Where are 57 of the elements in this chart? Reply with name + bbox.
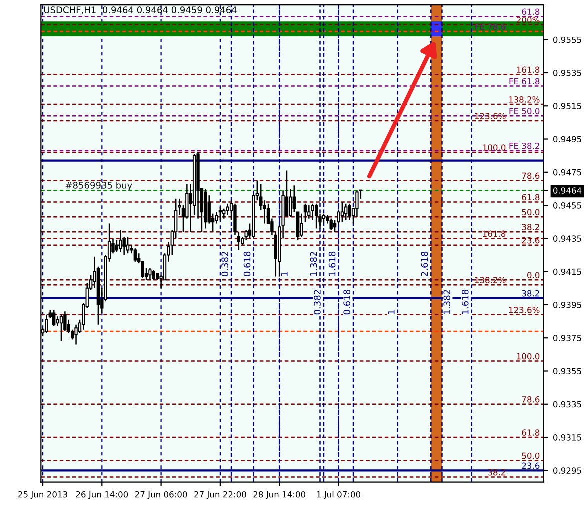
y-tick-label: 0.9555 bbox=[553, 36, 582, 44]
annotation: 100.0 bbox=[483, 144, 506, 151]
y-tick-label: 0.9395 bbox=[553, 302, 582, 308]
annotation: 1.618 bbox=[328, 252, 336, 276]
annotation: 0.382 bbox=[314, 290, 321, 315]
x-tick-label: 25 Jun 2013 bbox=[18, 491, 68, 500]
y-tick-label: 0.9475 bbox=[553, 169, 582, 176]
annotation: 38.2 bbox=[522, 290, 540, 297]
annotation: 50.0 bbox=[522, 209, 540, 216]
y-tick-label: 0.9535 bbox=[553, 70, 582, 76]
y-tick-label: 0.9464 bbox=[553, 188, 582, 194]
y-tick-label: 0.9495 bbox=[553, 136, 582, 143]
annotation: 0.618 bbox=[244, 252, 251, 276]
annotation: FE 78.6 bbox=[476, 24, 506, 30]
y-tick-label: 0.9315 bbox=[553, 434, 582, 441]
annotation: 1.618 bbox=[462, 290, 469, 314]
annotation: 61.8 bbox=[522, 8, 540, 16]
annotation: 1.382 bbox=[310, 252, 318, 276]
annotation: 123.6% bbox=[475, 113, 506, 120]
y-tick-label: 0.9375 bbox=[553, 335, 582, 342]
annotation: 1 bbox=[388, 310, 395, 314]
x-tick-label: 27 Jun 22:00 bbox=[194, 491, 246, 500]
x-tick-label: 27 Jun 06:00 bbox=[135, 491, 188, 500]
annotation: 78.6 bbox=[522, 396, 540, 403]
y-tick-label: 0.9415 bbox=[553, 268, 582, 276]
annotation: 23.6 bbox=[522, 237, 540, 244]
y-tick-label: 0.9455 bbox=[553, 202, 582, 209]
x-tick-label: 28 Jun 14:00 bbox=[254, 491, 306, 500]
annotation: FE 38.2 bbox=[510, 142, 540, 150]
x-tick-label: 26 Jun 14:00 bbox=[76, 491, 128, 500]
chart-title: USDCHF,H1 0.9464 0.9464 0.9459 0.9464 bbox=[44, 6, 237, 14]
annotation: #8569935 buy bbox=[66, 182, 132, 191]
annotation: 100.0 bbox=[517, 353, 540, 360]
annotation: 123.6% bbox=[509, 306, 540, 314]
annotation: 0.618 bbox=[344, 290, 350, 315]
y-tick-label: 0.9295 bbox=[553, 468, 582, 474]
annotation: 61.8 bbox=[522, 430, 540, 436]
annotation: 161.8 bbox=[483, 230, 506, 238]
annotation: 50.0 bbox=[522, 452, 540, 460]
annotation: FE 61.8 bbox=[510, 78, 540, 85]
annotation: 38.2 bbox=[522, 224, 540, 230]
annotation: 23.6 bbox=[522, 462, 540, 470]
annotation: 61.8 bbox=[522, 194, 540, 201]
annotation: FE 50.0 bbox=[510, 108, 540, 114]
annotation: 0.382 bbox=[222, 252, 228, 276]
y-tick-label: 0.9435 bbox=[553, 236, 582, 242]
annotation: 161.8 bbox=[517, 66, 540, 74]
annotation: 0.0 bbox=[528, 272, 540, 279]
annotation: 1.382 bbox=[444, 290, 451, 314]
annotation: 2.618 bbox=[421, 252, 428, 276]
annotation: 1 bbox=[281, 272, 288, 276]
x-tick-label: 1 Jul 07:00 bbox=[317, 491, 361, 500]
y-tick-label: 0.9515 bbox=[553, 103, 582, 110]
annotation: 138.2% bbox=[509, 96, 540, 103]
y-tick-label: 0.9335 bbox=[553, 401, 582, 408]
annotation: 78.6 bbox=[522, 172, 540, 180]
y-tick-label: 0.9355 bbox=[553, 368, 582, 375]
